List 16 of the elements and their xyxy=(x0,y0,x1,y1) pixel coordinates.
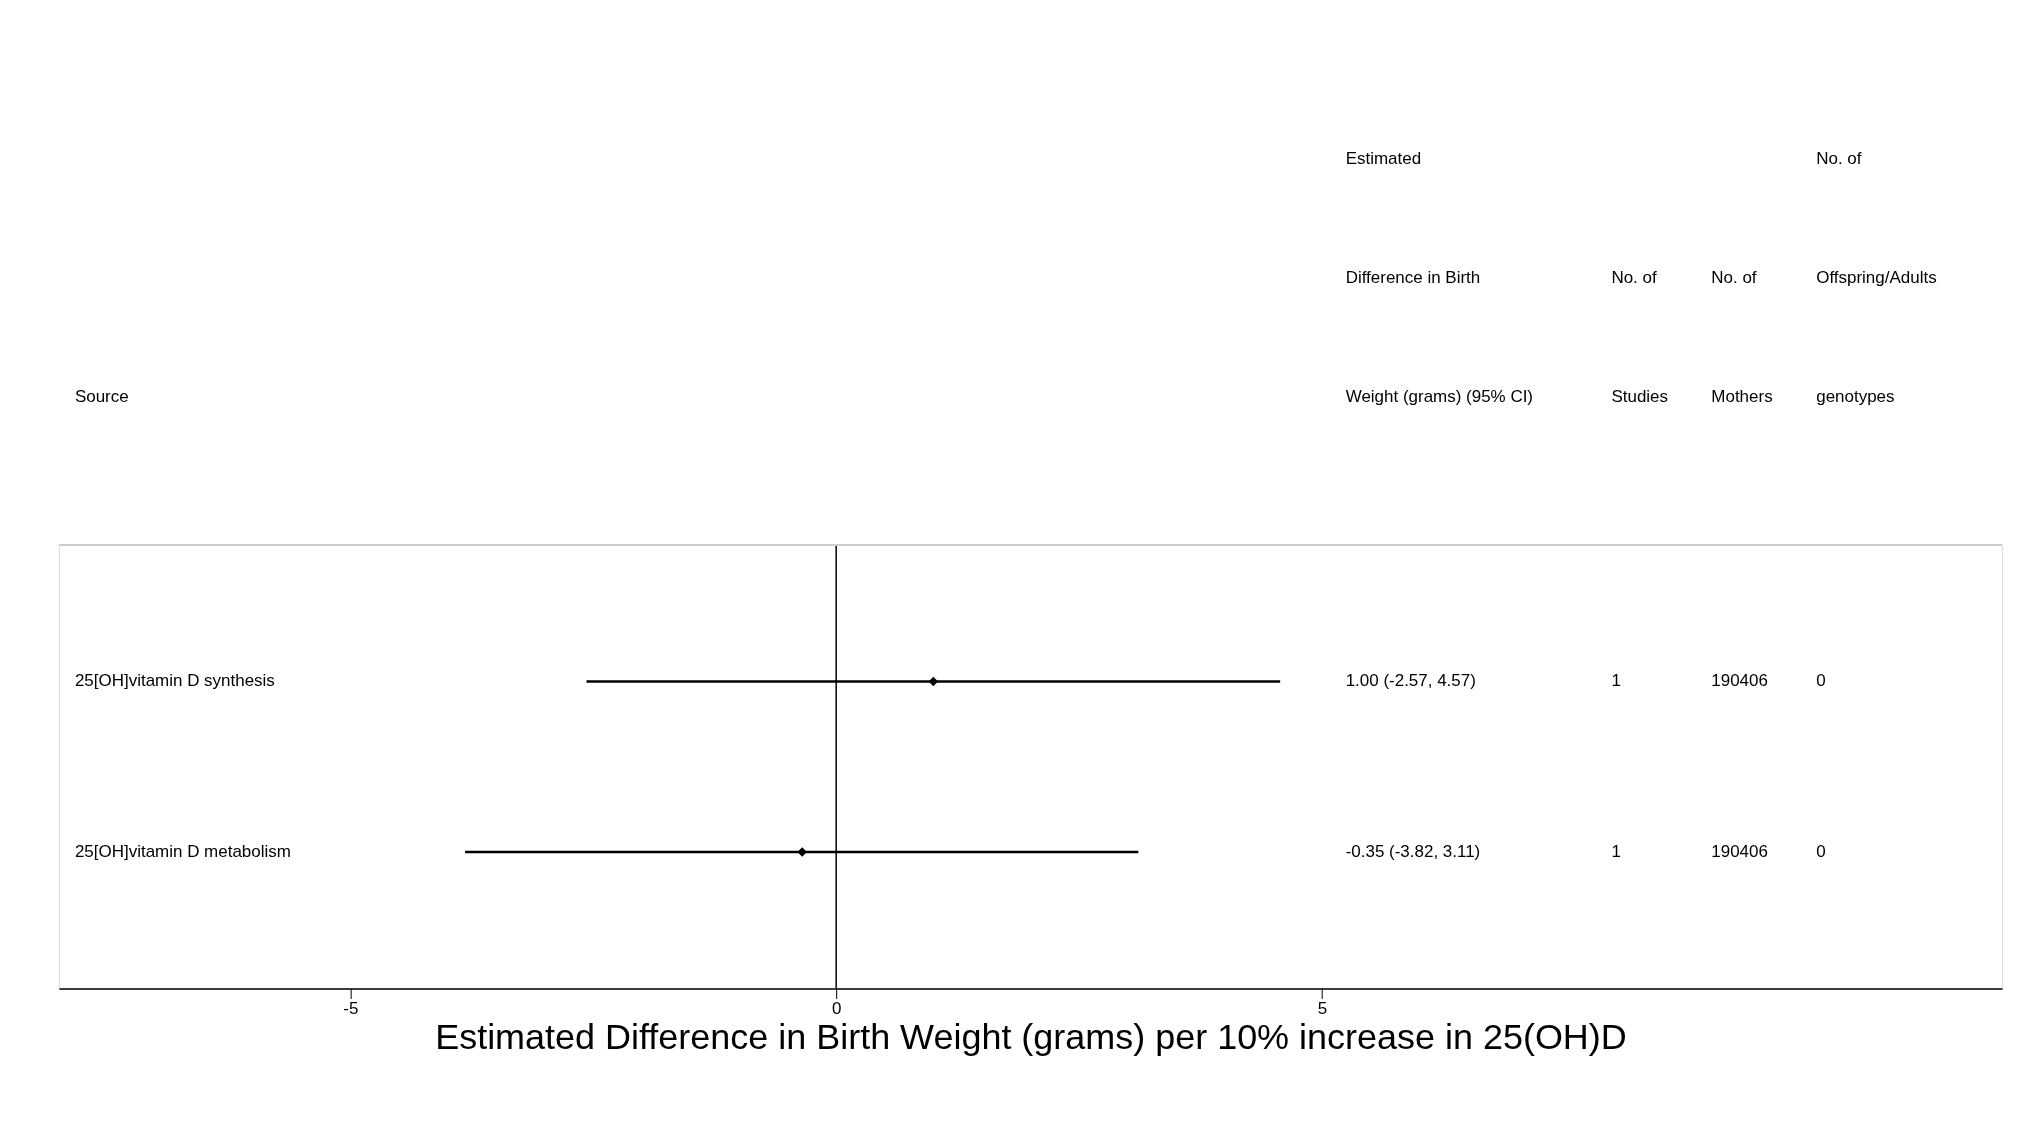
annotation: 190406 xyxy=(1711,842,1768,862)
text: No. of Mothers xyxy=(1711,268,1773,407)
text: Source xyxy=(74,387,129,407)
text: No. of Studies xyxy=(1611,268,1669,407)
annotation: 1 xyxy=(1611,671,1621,691)
annotation: 190406 xyxy=(1711,671,1768,691)
annotation: 0 xyxy=(1816,671,1826,691)
text: No. of Offspring/Adults genotypes xyxy=(1816,149,1937,407)
y-tick-label: 25[OH]vitamin D metabolism xyxy=(74,842,291,862)
text: Estimated Difference in Birth Weight (grams) (95% CI) xyxy=(1345,149,1533,407)
annotation: 1 xyxy=(1611,842,1621,862)
annotation: 1.00 (-2.57, 4.57) xyxy=(1345,671,1476,691)
annotation: -0.35 (-3.82, 3.11) xyxy=(1345,842,1481,862)
annotation: 0 xyxy=(1816,842,1826,862)
x-tick-label: -5 xyxy=(343,999,359,1019)
y-tick-label: 25[OH]vitamin D synthesis xyxy=(74,671,275,691)
